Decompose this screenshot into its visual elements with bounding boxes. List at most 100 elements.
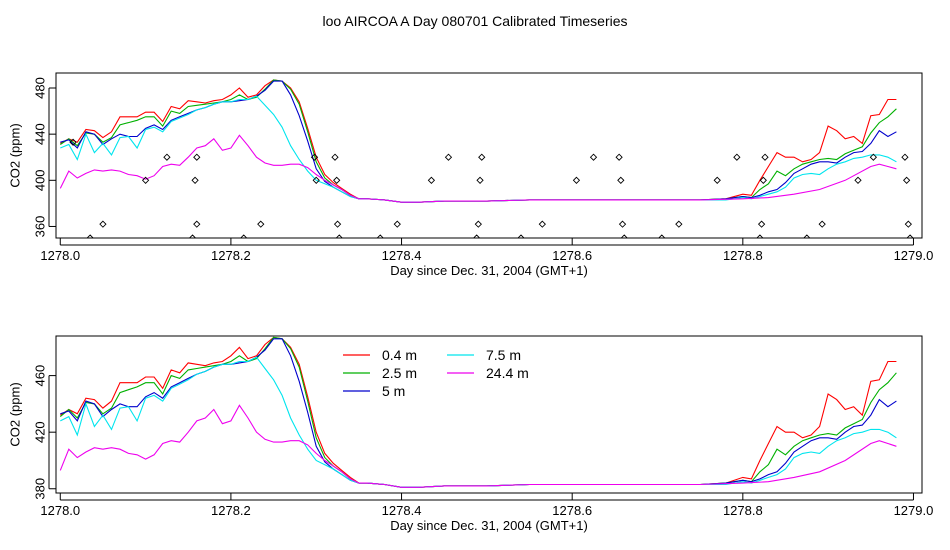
legend-label: 24.4 m xyxy=(486,365,529,381)
series-line-2-5-m xyxy=(59,336,897,488)
y-tick-label: 400 xyxy=(32,169,47,191)
plot-frame xyxy=(55,72,923,239)
legend-label: 7.5 m xyxy=(486,347,521,363)
diamond-point xyxy=(474,220,482,228)
x-tick-label: 1278.8 xyxy=(723,503,763,518)
plot-frame xyxy=(55,335,923,494)
y-axis-label: CO2 (ppm) xyxy=(7,123,22,187)
series-line-5-m xyxy=(60,80,897,203)
diamond-point xyxy=(472,234,481,238)
x-tick-label: 1278.2 xyxy=(211,503,251,518)
diamond-point xyxy=(759,176,767,184)
x-tick-label: 1278.8 xyxy=(723,248,763,263)
series-line-24-4-m xyxy=(59,404,897,488)
diamond-point xyxy=(376,234,384,238)
diamond-point xyxy=(761,153,769,161)
x-axis: 1278.0 1278.2 1278.4 1278.6 1278.8 1279.0 Day … xyxy=(40,493,933,533)
y-axis: 380 420 460 CO2 (ppm) xyxy=(7,365,56,500)
diamond-point xyxy=(310,153,319,161)
x-tick-label: 1278.0 xyxy=(40,248,80,263)
series-line-7-5-m xyxy=(60,356,897,488)
diamond-point xyxy=(86,234,94,238)
diamond-point xyxy=(517,234,525,238)
diamond-point xyxy=(191,176,199,184)
diamond-point xyxy=(393,220,401,228)
series-line-5-m xyxy=(60,338,897,488)
diamond-point xyxy=(193,220,201,228)
diamond-point xyxy=(756,234,764,238)
diamond-point xyxy=(240,234,248,238)
diamond-point xyxy=(99,220,107,228)
x-tick-label: 1278.4 xyxy=(382,248,422,263)
diamond-point xyxy=(538,220,546,228)
diamond-point xyxy=(818,220,826,228)
diamond-point xyxy=(906,234,914,238)
series-line-0-4-m xyxy=(60,79,897,203)
diamond-point xyxy=(478,153,486,161)
top-chart: 1278.0 1278.2 1278.4 1278.6 1278.8 1279.0 Day … xyxy=(7,72,933,278)
series-line-7-5-m xyxy=(60,95,897,203)
diamond-point xyxy=(69,138,77,146)
diamond-point xyxy=(188,234,197,238)
x-tick-label: 1278.2 xyxy=(211,248,251,263)
legend-label: 2.5 m xyxy=(382,365,417,381)
diamond-point xyxy=(589,153,598,161)
series-line-0-4-m xyxy=(59,336,897,488)
y-axis: 360 400 440 480 CO2 (ppm) xyxy=(7,77,56,237)
y-tick-label: 380 xyxy=(32,478,47,500)
diamond-point xyxy=(757,220,766,228)
legend-label: 5 m xyxy=(382,383,405,399)
y-tick-label: 440 xyxy=(32,123,47,145)
y-axis-label: CO2 (ppm) xyxy=(7,382,22,446)
x-axis-label: Day since Dec. 31, 2004 (GMT+1) xyxy=(390,518,588,533)
series-line-24-4-m xyxy=(59,134,897,203)
diamond-point xyxy=(257,220,265,228)
diamond-point xyxy=(312,176,320,184)
diamond-point xyxy=(618,220,627,228)
diamond-point xyxy=(335,234,343,238)
diamond-point xyxy=(163,153,171,161)
diamond-point xyxy=(617,176,625,184)
bottom-chart: 1278.0 1278.2 1278.4 1278.6 1278.8 1279.0 Day … xyxy=(7,335,933,533)
diamond-point xyxy=(901,153,909,161)
x-tick-label: 1279.0 xyxy=(894,248,934,263)
diamond-point xyxy=(141,176,150,184)
diamond-point xyxy=(572,176,581,184)
legend: 0.4 m 2.5 m 5 m 7.5 m 24.4 m xyxy=(343,347,529,399)
diamond-point xyxy=(903,176,911,184)
plot-area xyxy=(59,79,914,238)
diamond-point xyxy=(658,234,666,238)
y-tick-label: 360 xyxy=(32,216,47,238)
diamond-point xyxy=(713,176,721,184)
figure-title: loo AIRCOA A Day 080701 Calibrated Times… xyxy=(322,13,627,29)
diamond-point xyxy=(803,234,811,238)
x-tick-label: 1278.6 xyxy=(552,503,592,518)
diamond-point xyxy=(869,153,878,161)
diamond-point xyxy=(333,176,341,184)
diamond-point xyxy=(427,176,436,184)
diamond-point xyxy=(675,220,683,228)
legend-label: 0.4 m xyxy=(382,347,417,363)
x-axis: 1278.0 1278.2 1278.4 1278.6 1278.8 1279.0 Day … xyxy=(40,238,933,278)
diamond-point xyxy=(620,234,628,238)
diamond-point xyxy=(615,153,623,161)
diamond-point xyxy=(733,153,741,161)
diamond-point xyxy=(476,176,484,184)
diamond-point xyxy=(854,176,862,184)
diamond-point xyxy=(193,153,201,161)
diamond-point xyxy=(904,220,912,228)
diamond-point xyxy=(333,220,342,228)
x-tick-label: 1278.6 xyxy=(552,248,592,263)
y-tick-label: 480 xyxy=(32,77,47,99)
y-tick-label: 460 xyxy=(32,365,47,387)
x-tick-label: 1279.0 xyxy=(894,503,934,518)
x-axis-label: Day since Dec. 31, 2004 (GMT+1) xyxy=(390,263,588,278)
diamond-point xyxy=(331,153,339,161)
plot-area xyxy=(59,336,897,488)
y-tick-label: 420 xyxy=(32,421,47,443)
diamond-point xyxy=(444,153,453,161)
x-tick-label: 1278.4 xyxy=(382,503,422,518)
x-tick-label: 1278.0 xyxy=(40,503,80,518)
series-line-2-5-m xyxy=(59,79,897,203)
